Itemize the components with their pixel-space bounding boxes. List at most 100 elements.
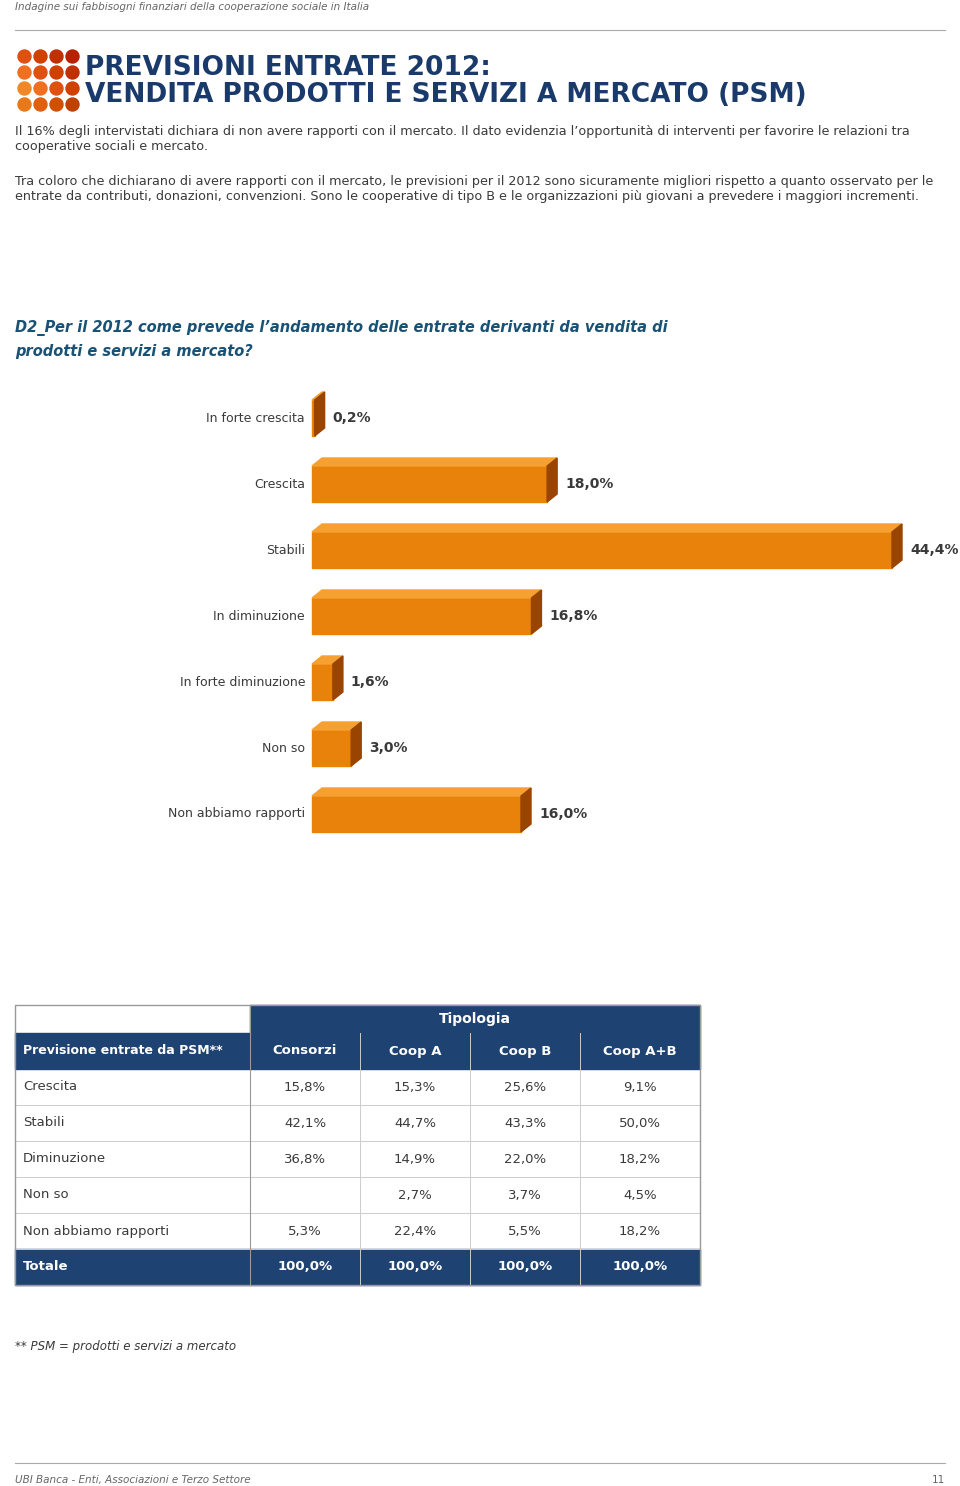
Text: Consorzi: Consorzi — [273, 1045, 337, 1058]
Text: D2_Per il 2012 come prevede l’andamento delle entrate derivanti da vendita di: D2_Per il 2012 come prevede l’andamento … — [15, 319, 667, 336]
Text: Coop A: Coop A — [389, 1045, 442, 1058]
Text: Totale: Totale — [23, 1260, 68, 1274]
Polygon shape — [312, 392, 324, 400]
Text: 100,0%: 100,0% — [497, 1260, 553, 1274]
Text: 15,3%: 15,3% — [394, 1080, 436, 1094]
Circle shape — [34, 98, 47, 111]
Text: prodotti e servizi a mercato?: prodotti e servizi a mercato? — [15, 343, 252, 360]
Text: UBI Banca - Enti, Associazioni e Terzo Settore: UBI Banca - Enti, Associazioni e Terzo S… — [15, 1476, 251, 1485]
Bar — [15, 1213, 700, 1250]
Polygon shape — [312, 458, 557, 467]
Text: 100,0%: 100,0% — [277, 1260, 332, 1274]
Circle shape — [50, 65, 63, 79]
Circle shape — [34, 82, 47, 95]
Circle shape — [66, 82, 79, 95]
Text: 2,7%: 2,7% — [398, 1189, 432, 1202]
Bar — [250, 1033, 360, 1068]
Bar — [312, 400, 315, 435]
Text: 22,4%: 22,4% — [394, 1224, 436, 1238]
Bar — [312, 532, 892, 568]
Polygon shape — [351, 722, 361, 765]
Text: 5,5%: 5,5% — [508, 1224, 541, 1238]
Text: 16,0%: 16,0% — [539, 807, 588, 820]
Text: Non abbiamo rapporti: Non abbiamo rapporti — [168, 807, 305, 820]
Text: PREVISIONI ENTRATE 2012:: PREVISIONI ENTRATE 2012: — [85, 55, 491, 82]
Text: 50,0%: 50,0% — [619, 1116, 661, 1129]
Text: Non abbiamo rapporti: Non abbiamo rapporti — [23, 1224, 169, 1238]
Text: 100,0%: 100,0% — [388, 1260, 443, 1274]
Polygon shape — [312, 722, 361, 730]
Text: Crescita: Crescita — [23, 1080, 77, 1094]
Bar — [312, 664, 333, 700]
Text: 44,4%: 44,4% — [910, 542, 958, 557]
Text: 44,7%: 44,7% — [394, 1116, 436, 1129]
Text: Coop A+B: Coop A+B — [603, 1045, 677, 1058]
Bar — [15, 1177, 700, 1213]
Circle shape — [18, 51, 31, 62]
Text: Tipologia: Tipologia — [439, 1012, 511, 1025]
Text: 4,5%: 4,5% — [623, 1189, 657, 1202]
Text: Il 16% degli intervistati dichiara di non avere rapporti con il mercato. Il dato: Il 16% degli intervistati dichiara di no… — [15, 125, 910, 153]
Text: 36,8%: 36,8% — [284, 1153, 326, 1165]
Text: ** PSM = prodotti e servizi a mercato: ** PSM = prodotti e servizi a mercato — [15, 1340, 236, 1352]
Bar — [580, 1033, 700, 1068]
Text: Stabili: Stabili — [266, 544, 305, 556]
Bar — [360, 1033, 470, 1068]
Circle shape — [66, 51, 79, 62]
Circle shape — [50, 98, 63, 111]
Bar — [312, 730, 351, 765]
Text: 100,0%: 100,0% — [612, 1260, 667, 1274]
Circle shape — [50, 51, 63, 62]
Polygon shape — [315, 392, 324, 435]
Text: 11: 11 — [932, 1476, 945, 1485]
Text: In diminuzione: In diminuzione — [213, 609, 305, 623]
Text: Coop B: Coop B — [499, 1045, 551, 1058]
Text: 16,8%: 16,8% — [549, 609, 598, 623]
Text: Crescita: Crescita — [254, 477, 305, 490]
Polygon shape — [532, 590, 541, 635]
Text: Non so: Non so — [262, 742, 305, 755]
Text: 42,1%: 42,1% — [284, 1116, 326, 1129]
Text: Diminuzione: Diminuzione — [23, 1153, 107, 1165]
Text: Indagine sui fabbisogni finanziari della cooperazione sociale in Italia: Indagine sui fabbisogni finanziari della… — [15, 1, 370, 12]
Circle shape — [18, 82, 31, 95]
Circle shape — [66, 98, 79, 111]
Bar — [470, 1033, 580, 1068]
Circle shape — [50, 82, 63, 95]
Text: Tra coloro che dichiarano di avere rapporti con il mercato, le previsioni per il: Tra coloro che dichiarano di avere rappo… — [15, 175, 933, 204]
Polygon shape — [892, 525, 902, 568]
Text: 18,0%: 18,0% — [565, 477, 613, 490]
Polygon shape — [312, 788, 531, 796]
Bar — [250, 1005, 700, 1033]
Text: 3,7%: 3,7% — [508, 1189, 541, 1202]
Text: 18,2%: 18,2% — [619, 1153, 661, 1165]
Polygon shape — [521, 788, 531, 832]
Text: 5,3%: 5,3% — [288, 1224, 322, 1238]
Circle shape — [18, 65, 31, 79]
Polygon shape — [547, 458, 557, 502]
Text: 25,6%: 25,6% — [504, 1080, 546, 1094]
Text: 9,1%: 9,1% — [623, 1080, 657, 1094]
Bar — [15, 1106, 700, 1141]
Bar — [312, 796, 521, 832]
Text: In forte crescita: In forte crescita — [206, 412, 305, 425]
Text: 43,3%: 43,3% — [504, 1116, 546, 1129]
Text: 1,6%: 1,6% — [351, 675, 390, 690]
Bar — [15, 1250, 700, 1285]
Bar — [312, 467, 547, 502]
Text: Previsione entrate da PSM**: Previsione entrate da PSM** — [23, 1045, 223, 1058]
Text: 14,9%: 14,9% — [394, 1153, 436, 1165]
Text: 22,0%: 22,0% — [504, 1153, 546, 1165]
Bar — [15, 1068, 700, 1106]
Text: Stabili: Stabili — [23, 1116, 64, 1129]
Circle shape — [34, 65, 47, 79]
Text: 18,2%: 18,2% — [619, 1224, 661, 1238]
Text: 3,0%: 3,0% — [370, 742, 408, 755]
Polygon shape — [312, 655, 343, 664]
Bar — [15, 1141, 700, 1177]
Polygon shape — [333, 655, 343, 700]
Circle shape — [66, 65, 79, 79]
Text: VENDITA PRODOTTI E SERVIZI A MERCATO (PSM): VENDITA PRODOTTI E SERVIZI A MERCATO (PS… — [85, 82, 806, 108]
Text: Non so: Non so — [23, 1189, 68, 1202]
Bar — [312, 597, 532, 635]
